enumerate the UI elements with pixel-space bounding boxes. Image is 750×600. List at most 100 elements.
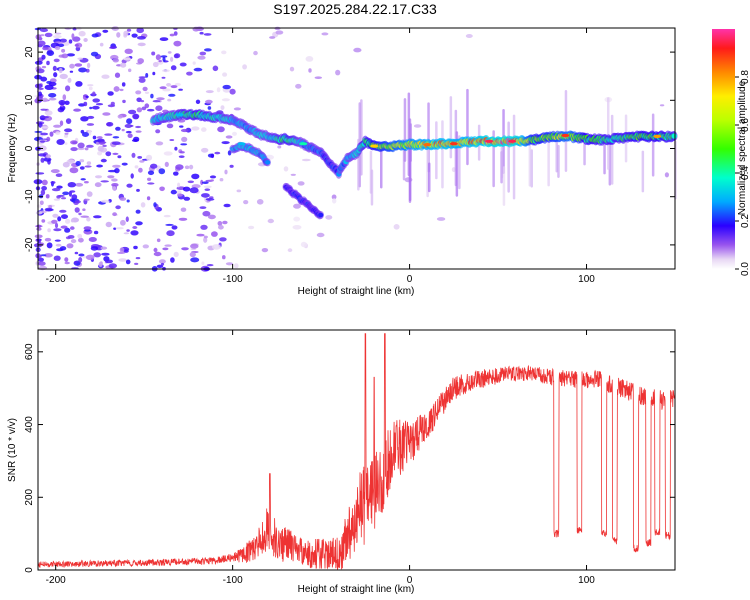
heatmap-noise-blob: [321, 32, 329, 36]
heatmap-noise-blob: [128, 109, 137, 115]
heatmap-noise-blob: [191, 126, 200, 131]
heatmap-noise-blob: [83, 101, 88, 107]
heatmap-noise-blob: [335, 69, 341, 76]
heatmap-noise-blob: [91, 33, 99, 38]
heatmap-noise-blob: [61, 48, 66, 53]
heatmap-noise-blob: [136, 188, 140, 192]
heatmap-noise-blob: [203, 237, 208, 243]
snr-x-tick-label: -200: [46, 575, 66, 586]
heatmap-noise-blob: [73, 108, 81, 112]
heatmap-noise-blob: [44, 253, 53, 258]
heatmap-noise-blob: [77, 147, 85, 151]
heatmap-noise-blob: [124, 48, 133, 54]
heatmap-noise-blob: [135, 209, 141, 214]
heatmap-noise-blob: [126, 183, 133, 188]
heatmap-noise-blob: [161, 76, 166, 79]
colorbar-tick-label: 0.2: [740, 214, 750, 228]
heatmap-noise-blob: [83, 226, 92, 231]
heatmap-noise-blob: [105, 259, 113, 264]
heatmap-noise-blob: [41, 65, 47, 69]
heatmap-noise-blob: [62, 94, 67, 101]
heatmap-noise-blob: [97, 151, 103, 156]
heatmap-noise-blob: [162, 57, 166, 62]
heatmap-noise-blob: [97, 145, 105, 152]
heatmap-noise-blob: [37, 257, 45, 262]
heatmap-noise-blob: [156, 97, 165, 101]
snr-y-tick-label: 0: [24, 567, 35, 573]
heatmap-noise-blob: [197, 55, 206, 60]
heatmap-noise-blob: [169, 33, 175, 37]
heatmap-noise-blob: [211, 231, 218, 237]
heatmap-noise-blob: [86, 123, 95, 126]
heatmap-noise-blob: [75, 161, 81, 166]
heatmap-streak: [380, 143, 383, 189]
heatmap-noise-blob: [147, 108, 155, 112]
heatmap-noise-blob: [69, 70, 74, 73]
heatmap-noise-blob: [77, 234, 83, 239]
heatmap-noise-blob: [74, 200, 81, 204]
heatmap-noise-blob: [211, 244, 221, 250]
heatmap-noise-blob: [53, 58, 60, 63]
heatmap-noise-blob: [144, 91, 150, 95]
heatmap-noise-blob: [120, 219, 126, 226]
heatmap-noise-blob: [137, 58, 144, 64]
heatmap-noise-blob: [107, 175, 115, 179]
heatmap-noise-blob: [79, 166, 85, 170]
heatmap-noise-blob: [222, 220, 228, 225]
heatmap-noise-blob: [210, 153, 215, 159]
heatmap-noise-blob: [80, 116, 89, 122]
heatmap-noise-blob: [199, 206, 207, 210]
heatmap-noise-blob: [36, 227, 42, 231]
heatmap-noise-blob: [60, 225, 68, 229]
heatmap-noise-blob: [114, 168, 120, 174]
heatmap-noise-blob: [50, 169, 60, 174]
heatmap-streak: [564, 90, 568, 172]
heatmap-noise-blob: [135, 221, 143, 226]
heatmap-noise-blob: [212, 65, 219, 72]
heatmap-noise-blob: [36, 68, 45, 74]
snr-y-tick-label: 200: [24, 488, 35, 505]
heatmap-noise-blob: [40, 116, 49, 119]
heatmap-noise-blob: [130, 173, 134, 179]
heatmap-noise-blob: [214, 151, 221, 155]
heatmap-noise-blob: [131, 152, 136, 158]
heatmap-noise-blob: [178, 217, 188, 221]
heatmap-noise-blob: [112, 152, 119, 155]
heatmap-noise-blob: [131, 33, 138, 38]
heatmap-noise-blob: [54, 45, 61, 50]
heatmap-noise-blob: [62, 161, 70, 168]
heatmap-noise-blob: [123, 30, 129, 37]
heatmap-noise-blob: [50, 181, 56, 184]
heatmap-noise-blob: [75, 182, 84, 187]
heatmap-noise-blob: [82, 208, 86, 211]
heatmap-noise-blob: [189, 251, 196, 258]
heatmap-noise-blob: [84, 181, 89, 184]
heatmap-noise-blob: [139, 160, 145, 163]
heatmap-noise-blob: [135, 125, 142, 129]
heatmap-noise-blob: [59, 246, 67, 251]
heatmap-noise-blob: [96, 138, 105, 143]
heatmap-streak: [603, 144, 606, 175]
figure-title: S197.2025.284.22.17.C33: [273, 1, 437, 17]
heatmap-streak: [458, 135, 461, 190]
heatmap-noise-blob: [69, 63, 75, 69]
heatmap-noise-blob: [166, 230, 175, 237]
heatmap-y-tick-label: 20: [24, 46, 35, 58]
heatmap-noise-blob: [64, 227, 71, 233]
heatmap-noise-blob: [180, 143, 188, 146]
heatmap-noise-blob: [136, 97, 142, 103]
heatmap-noise-blob: [181, 136, 188, 142]
heatmap-noise-blob: [40, 254, 47, 257]
heatmap-noise-blob: [164, 244, 172, 247]
heatmap-noise-blob: [267, 218, 274, 224]
heatmap-noise-blob: [46, 50, 55, 56]
heatmap-noise-blob: [221, 141, 230, 145]
heatmap-noise-blob: [158, 168, 166, 175]
heatmap-noise-blob: [98, 261, 103, 267]
heatmap-noise-blob: [163, 214, 171, 218]
heatmap-noise-blob: [93, 230, 99, 235]
heatmap-noise-blob: [100, 246, 108, 250]
heatmap-x-tick-label: -200: [46, 274, 66, 285]
heatmap-y-tick-label: -10: [24, 189, 35, 204]
